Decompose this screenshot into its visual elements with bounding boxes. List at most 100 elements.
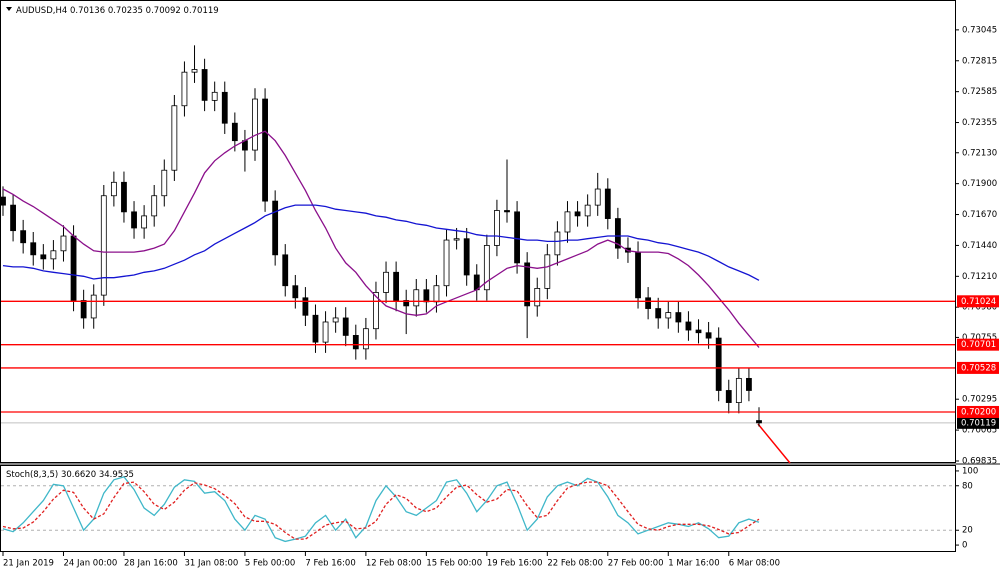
candle-body	[352, 335, 359, 350]
y-tick-label: 0.70065	[962, 426, 997, 436]
candle-body	[50, 250, 57, 260]
candle-body	[362, 328, 369, 350]
trend-arrow	[757, 423, 791, 464]
candle-body	[161, 169, 168, 197]
main-pane	[0, 0, 956, 463]
candle-body	[413, 289, 420, 307]
low-value: 0.70092	[146, 6, 181, 16]
candle-body	[70, 235, 77, 301]
candle-body	[302, 297, 309, 316]
x-tick-label: 12 Feb 08:00	[366, 559, 422, 569]
candle-body	[604, 188, 611, 219]
candle-body	[252, 98, 258, 151]
candle-body	[342, 317, 349, 336]
close-value: 0.70119	[184, 6, 219, 16]
symbol: AUDUSD,H4	[16, 6, 67, 16]
candle-body	[544, 254, 551, 289]
y-tick-label: 0.70295	[962, 395, 997, 405]
y-tick-label: 0.71210	[962, 272, 997, 282]
candle-body	[80, 300, 87, 319]
y-tick-label: 0.69835	[962, 456, 997, 466]
candle-body	[100, 195, 107, 296]
stoch-title: Stoch(8,3,5)	[6, 470, 58, 480]
x-tick-label: 19 Feb 16:00	[487, 559, 543, 569]
candle-body	[262, 98, 268, 202]
candle-body	[272, 200, 279, 256]
candle-body	[635, 251, 641, 299]
level-box	[957, 338, 999, 351]
candle-body	[504, 210, 510, 213]
candle-body	[312, 314, 319, 343]
chart-header: AUDUSD,H4 0.70136 0.70235 0.70092 0.7011…	[16, 6, 219, 16]
level-label: 0.70528	[961, 363, 996, 373]
level-box	[957, 405, 999, 418]
candle-body	[393, 271, 400, 301]
y-tick-label: 80	[962, 481, 973, 491]
y-tick-label: 0.72355	[962, 118, 997, 128]
candle-body	[655, 308, 662, 319]
candle-body	[433, 285, 440, 303]
y-tick-label: 20	[962, 526, 973, 536]
candle-body	[332, 317, 339, 323]
overlay-layer: 0.70119 0.71024 0.70701 0.70528 0.70200	[1, 295, 999, 429]
plot-layer	[0, 45, 762, 543]
y-tick-label: 0.70980	[962, 303, 997, 313]
candle-body	[705, 332, 712, 339]
candle-body	[131, 211, 137, 229]
stoch-line	[2, 481, 760, 540]
x-tick-label: 21 Jan 2019	[3, 559, 54, 569]
candle-body	[645, 297, 652, 309]
candle-body	[534, 288, 541, 307]
y-tick-label: 0.73045	[962, 25, 997, 35]
candle-body	[494, 210, 500, 246]
grid-layer: 0.73045 0.72815 0.72585 0.72355 0.72130 0.719…	[1, 25, 997, 569]
level-label: 0.71024	[961, 297, 996, 307]
candle-body	[383, 271, 389, 293]
moving-average	[2, 204, 760, 281]
x-tick-label: 31 Jan 08:00	[184, 559, 238, 569]
y-tick-label: 0.71900	[962, 179, 997, 189]
y-tick-label: 0	[962, 541, 967, 551]
x-tick-label: 1 Mar 16:00	[668, 559, 719, 569]
candle-body	[403, 300, 410, 307]
candle-body	[463, 238, 470, 276]
stoch-pane	[0, 465, 956, 552]
stoch-d: 34.9535	[99, 470, 134, 480]
x-tick-label: 27 Feb 00:00	[608, 559, 664, 569]
candle-body	[443, 239, 450, 287]
y-tick-label: 0.71440	[962, 241, 997, 251]
candle-body	[171, 105, 178, 171]
x-tick-label: 5 Feb 00:00	[245, 559, 295, 569]
x-tick-label: 24 Jan 00:00	[63, 559, 117, 569]
y-tick-label: 100	[962, 466, 978, 476]
candle-body	[10, 204, 16, 232]
candle-body	[90, 294, 97, 319]
candle-body	[675, 312, 682, 323]
candle-body	[30, 242, 37, 256]
y-tick-label: 0.70755	[962, 333, 997, 343]
candle-body	[181, 71, 188, 107]
stoch-header: Stoch(8,3,5) 30.6620 34.9535	[6, 470, 134, 480]
candle-body	[725, 390, 732, 403]
candle-body	[151, 195, 158, 217]
candle-body	[60, 235, 67, 252]
y-tick-label: 0.72585	[962, 87, 997, 97]
x-tick-label: 15 Feb 00:00	[426, 559, 482, 569]
candle-body	[292, 285, 299, 299]
x-tick-label: 7 Feb 16:00	[305, 559, 355, 569]
x-tick-label: 22 Feb 08:00	[547, 559, 603, 569]
candle-body	[121, 181, 127, 213]
candle-body	[221, 91, 228, 124]
candle-body	[594, 188, 601, 206]
candle-body	[110, 181, 117, 197]
candle-body	[735, 377, 742, 403]
candle-body	[584, 204, 591, 217]
candle-body	[554, 231, 561, 256]
candle-body	[0, 196, 6, 206]
level-box	[957, 295, 999, 308]
candle-body	[453, 238, 460, 241]
candle-body	[423, 289, 430, 303]
candle-body	[373, 292, 379, 330]
